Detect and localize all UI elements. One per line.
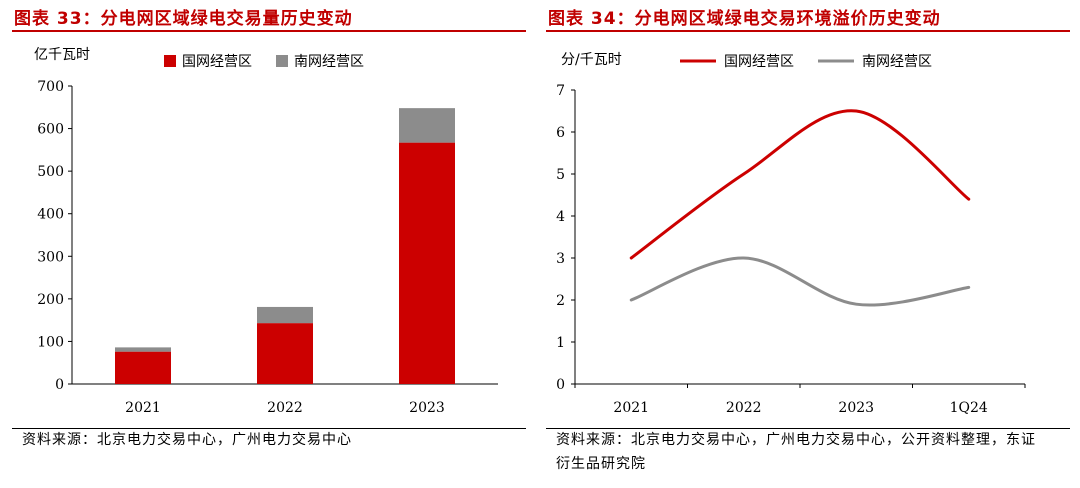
chart-33-y-tick-label: 300 <box>37 249 64 265</box>
chart-34-legend-label-nanwang: 南网经营区 <box>862 54 932 70</box>
chart-33-y-tick-label: 200 <box>37 292 64 308</box>
chart-33-x-tick-label: 2023 <box>409 400 445 416</box>
chart-33-title-rule <box>12 30 526 32</box>
chart-34-x-tick-label: 2022 <box>726 400 762 416</box>
chart-34-line-nanwang <box>629 256 971 307</box>
chart-33-y-tick-label: 600 <box>37 122 64 138</box>
chart-34-y-tick-label: 6 <box>556 125 565 141</box>
chart-34-y-tick-label: 2 <box>556 293 565 309</box>
chart-33-x-tick-label: 2021 <box>125 400 161 416</box>
chart-34-y-tick-label: 5 <box>556 167 565 183</box>
chart-34-y-label: 分/千瓦时 <box>561 52 622 68</box>
chart-33-y-label: 亿千瓦时 <box>34 47 90 63</box>
chart-34-y-tick-label: 4 <box>556 209 565 225</box>
chart-34-title: 图表 34：分电网区域绿电交易环境溢价历史变动 <box>548 9 941 29</box>
chart-34-source: 资料来源：北京电力交易中心，广州电力交易中心，公开资料整理，东证衍生品研究院 <box>556 432 1036 472</box>
chart-34-line-guowang <box>629 109 971 260</box>
chart-34-x-tick-label: 1Q24 <box>950 400 988 416</box>
chart-33-bar-guowang <box>257 323 313 384</box>
chart-33-legend-label-nanwang: 南网经营区 <box>294 54 364 70</box>
chart-33-bar-guowang <box>115 351 171 384</box>
chart-34-x-tick-label: 2023 <box>838 400 874 416</box>
chart-33-y-tick-label: 500 <box>37 164 64 180</box>
chart-34-source-rule <box>546 428 1070 429</box>
chart-33-y-tick-label: 700 <box>37 79 64 95</box>
chart-33-source-rule <box>12 428 526 429</box>
chart-33-source: 资料来源：北京电力交易中心，广州电力交易中心 <box>22 432 352 448</box>
chart-33-y-tick-label: 100 <box>37 334 64 350</box>
chart-33-legend-label-guowang: 国网经营区 <box>182 54 252 70</box>
chart-33-bar-nanwang <box>399 108 455 143</box>
chart-34-y-tick-label: 1 <box>556 335 565 351</box>
chart-33-x-tick-label: 2022 <box>267 400 303 416</box>
chart-34-title-rule <box>546 30 1070 32</box>
chart-34-y-tick-label: 7 <box>556 83 565 99</box>
chart-34-legend-label-guowang: 国网经营区 <box>724 54 794 70</box>
chart-34-y-tick-label: 3 <box>556 251 565 267</box>
chart-34-x-tick-label: 2021 <box>613 400 649 416</box>
chart-33-bar-nanwang <box>257 306 313 324</box>
chart-33-bar-nanwang <box>115 347 171 352</box>
chart-33-title: 图表 33：分电网区域绿电交易量历史变动 <box>14 9 353 29</box>
chart-33-y-tick-label: 0 <box>55 377 64 393</box>
chart-33-legend-swatch-nanwang <box>276 55 288 67</box>
chart-34-y-tick-label: 0 <box>556 377 565 393</box>
chart-33-legend-swatch-guowang <box>164 55 176 67</box>
chart-33-y-tick-label: 400 <box>37 207 64 223</box>
chart-33-bar-guowang <box>399 142 455 384</box>
